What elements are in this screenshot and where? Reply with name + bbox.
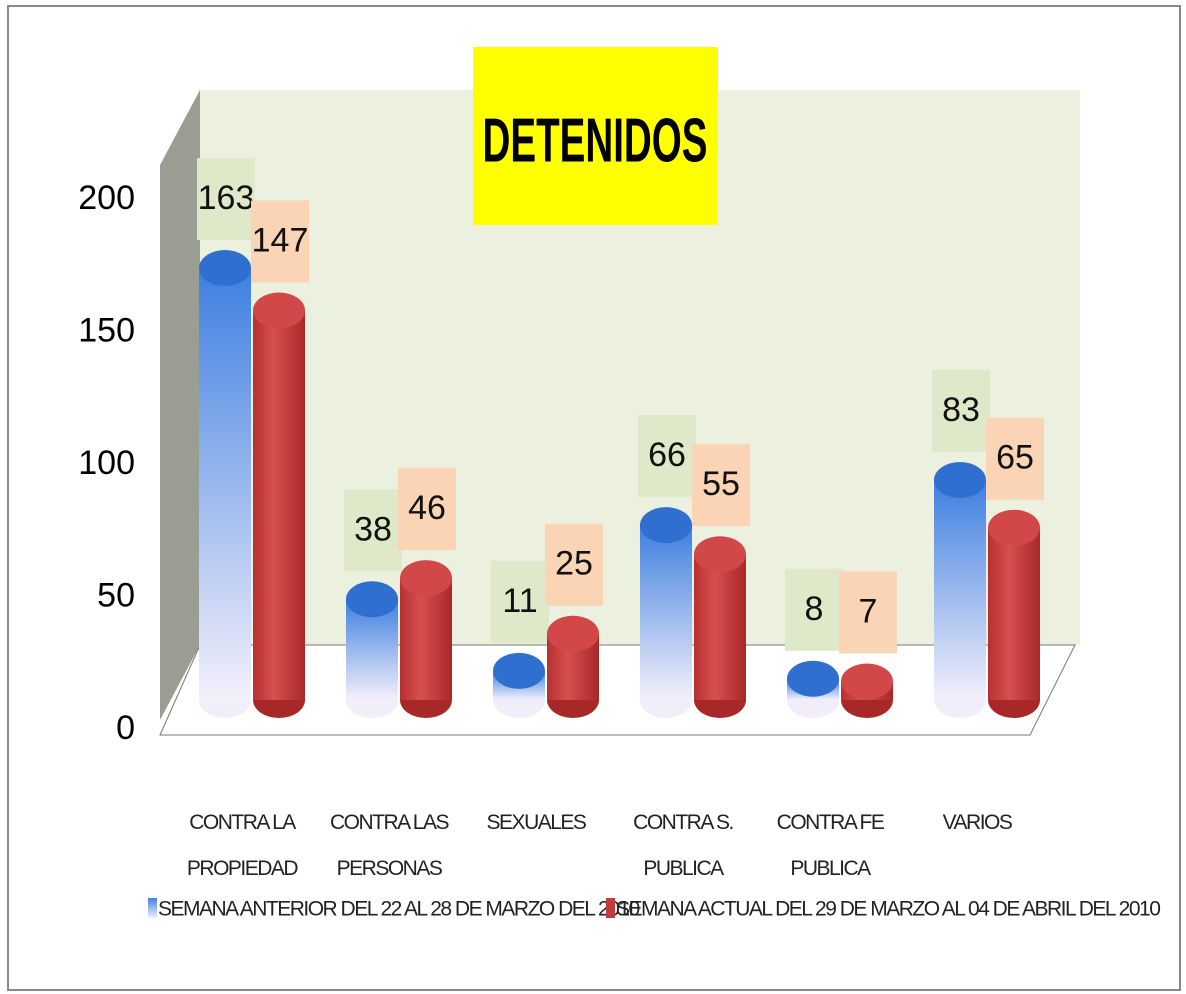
value-label: 8 bbox=[805, 590, 824, 628]
value-label-box bbox=[545, 523, 603, 606]
cylinder-part bbox=[934, 462, 986, 499]
cylinder bbox=[346, 581, 398, 718]
value-label-box bbox=[491, 560, 549, 643]
value-label-box bbox=[197, 158, 255, 241]
legend-label: SEMANA ACTUAL DEL 29 DE MARZO AL 04 DE A… bbox=[616, 898, 1160, 921]
cylinder-part bbox=[934, 480, 986, 700]
value-label: 55 bbox=[702, 465, 740, 503]
y-tick-label: 100 bbox=[78, 444, 135, 482]
cylinder-part bbox=[694, 536, 746, 573]
value-label: 38 bbox=[354, 510, 392, 548]
x-tick-label: CONTRA S. PUBLICA bbox=[633, 811, 734, 880]
x-tick-label: CONTRA LA PROPIEDAD bbox=[186, 811, 299, 880]
cylinder-part bbox=[841, 663, 893, 700]
value-label: 25 bbox=[555, 545, 593, 583]
x-tick-label: CONTRA FE PUBLICA bbox=[776, 811, 885, 880]
cylinder-part bbox=[640, 507, 692, 544]
title-box bbox=[473, 47, 718, 225]
cylinder-part bbox=[988, 509, 1040, 546]
cylinder-part bbox=[346, 581, 398, 618]
chart-title: DETENIDOS bbox=[483, 106, 708, 175]
x-tick-label: CONTRA LAS PERSONAS bbox=[329, 811, 450, 880]
cylinder-part bbox=[199, 268, 251, 700]
value-label-box bbox=[251, 200, 309, 283]
cylinder bbox=[199, 250, 251, 718]
value-label-box bbox=[839, 571, 897, 654]
legend-label: SEMANA ANTERIOR DEL 22 AL 28 DE MARZO DE… bbox=[158, 898, 640, 921]
value-label: 163 bbox=[198, 179, 255, 217]
cylinder bbox=[400, 560, 452, 718]
cylinder bbox=[640, 507, 692, 718]
value-label-box bbox=[692, 444, 750, 527]
value-label: 11 bbox=[502, 582, 537, 620]
cylinder bbox=[988, 509, 1040, 718]
cylinder-part bbox=[493, 652, 545, 689]
cylinder bbox=[934, 462, 986, 718]
cylinder-part bbox=[694, 554, 746, 700]
value-label-box bbox=[785, 568, 843, 651]
cylinder-part bbox=[400, 560, 452, 597]
x-tick-label: SEXUALES bbox=[486, 811, 587, 834]
legend-swatch bbox=[148, 898, 157, 918]
x-tick-label: VARIOS bbox=[942, 811, 1013, 834]
value-label: 7 bbox=[859, 592, 878, 630]
side-wall bbox=[160, 90, 200, 720]
y-tick-label: 50 bbox=[97, 576, 135, 614]
value-label: 65 bbox=[996, 439, 1034, 477]
legend-swatch bbox=[606, 898, 615, 918]
cylinder bbox=[253, 292, 305, 718]
value-label-box bbox=[638, 415, 696, 498]
value-label: 66 bbox=[648, 436, 686, 474]
cylinder bbox=[547, 615, 599, 718]
value-label: 46 bbox=[408, 489, 446, 527]
frame bbox=[7, 5, 1181, 991]
cylinder-part bbox=[400, 578, 452, 700]
y-tick-label: 0 bbox=[116, 709, 135, 747]
cylinder bbox=[787, 660, 839, 718]
cylinder-part bbox=[199, 250, 251, 287]
value-label: 147 bbox=[252, 221, 309, 259]
cylinder-part bbox=[640, 525, 692, 700]
cylinder bbox=[493, 652, 545, 718]
value-label-box bbox=[344, 489, 402, 572]
cylinder bbox=[841, 663, 893, 718]
y-tick-label: 150 bbox=[78, 311, 135, 349]
cylinder-part bbox=[988, 527, 1040, 700]
cylinder-part bbox=[787, 660, 839, 697]
value-label-box bbox=[986, 417, 1044, 500]
cylinder-part bbox=[253, 310, 305, 700]
cylinder bbox=[694, 536, 746, 718]
cylinder-part bbox=[547, 615, 599, 652]
cylinder-part bbox=[253, 292, 305, 329]
value-label-box bbox=[398, 468, 456, 551]
value-label: 83 bbox=[942, 391, 980, 429]
y-tick-label: 200 bbox=[78, 179, 135, 217]
value-label-box bbox=[932, 370, 990, 453]
